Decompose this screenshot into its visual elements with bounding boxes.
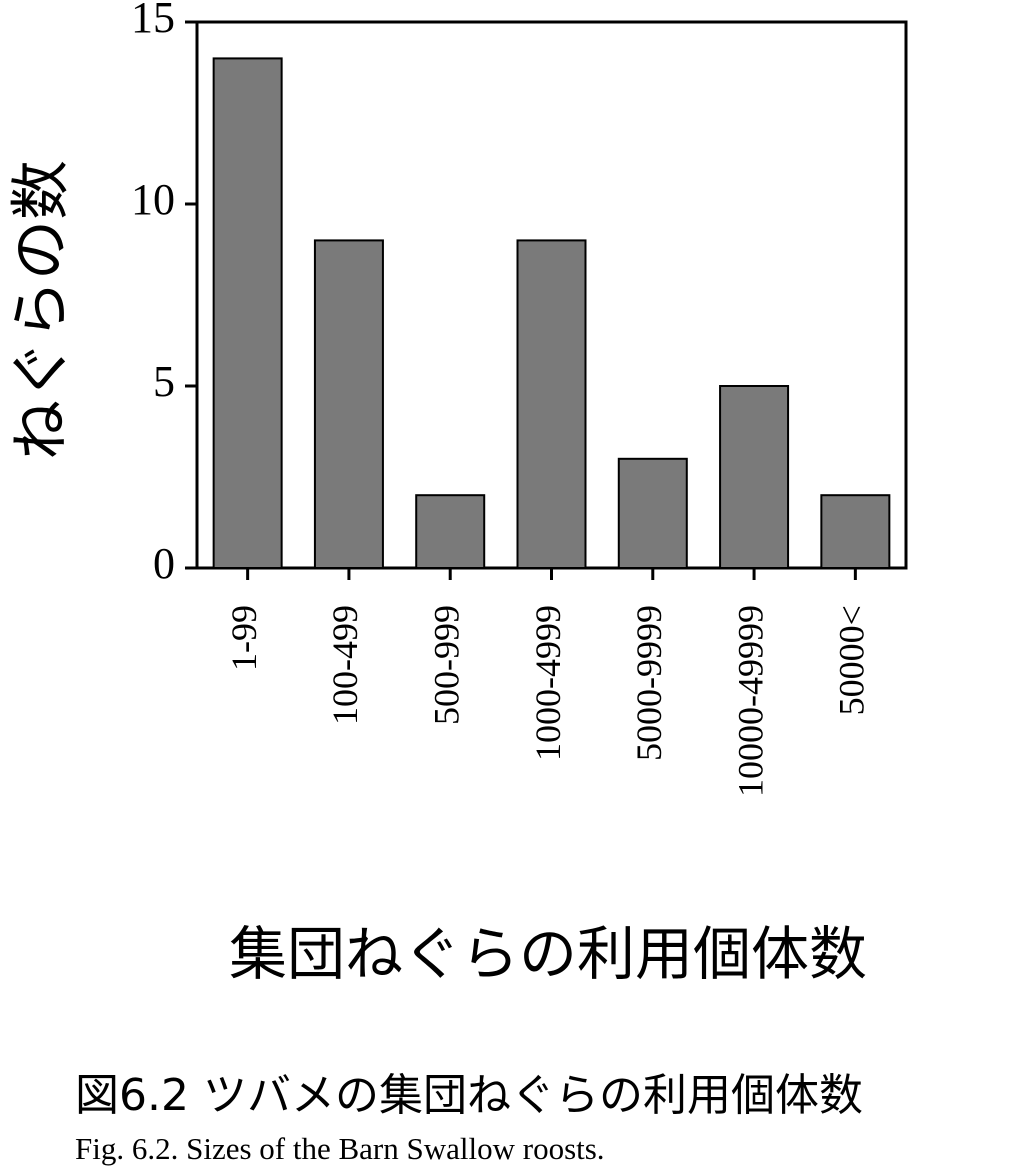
y-axis-label: ねぐらの数 (7, 160, 77, 460)
x-tick-label: 100-499 (325, 605, 365, 725)
x-tick-label: 10000-49999 (730, 605, 770, 797)
x-tick-label: 1000-4999 (528, 605, 568, 761)
bar (516, 239, 587, 569)
caption-en: Fig. 6.2. Sizes of the Barn Swallow roos… (75, 1131, 605, 1166)
bar (313, 239, 384, 569)
y-tick-label: 5 (153, 357, 175, 406)
x-tick-label: 500-999 (426, 605, 466, 725)
x-tick-label: 50000< (832, 605, 872, 715)
bar (415, 494, 486, 570)
bar (719, 385, 790, 569)
y-tick-label: 15 (131, 0, 175, 42)
y-tick-label: 10 (131, 175, 175, 224)
bar (820, 494, 891, 570)
bar (212, 57, 283, 570)
bar (617, 457, 688, 569)
x-tick-label: 1-99 (224, 605, 264, 671)
caption: 図6.2 ツバメの集団ねぐらの利用個体数 (75, 1070, 863, 1121)
x-tick-label: 5000-9999 (629, 605, 669, 761)
y-tick-label: 0 (153, 539, 175, 588)
x-axis-label: 集団ねぐらの利用個体数 (229, 920, 867, 988)
